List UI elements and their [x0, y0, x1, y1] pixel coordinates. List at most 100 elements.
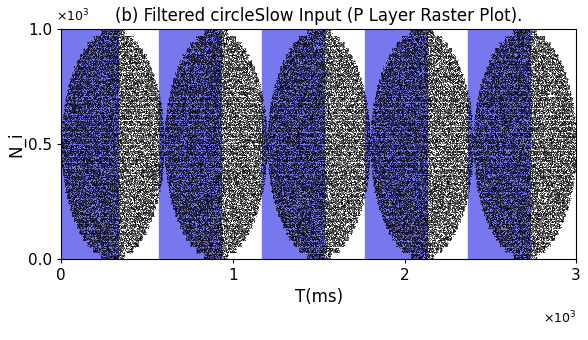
Point — [235, 169, 245, 175]
Point — [314, 71, 323, 77]
Point — [433, 204, 443, 209]
Point — [420, 98, 430, 103]
Point — [296, 185, 305, 190]
Point — [242, 182, 252, 187]
Point — [546, 103, 555, 108]
Point — [238, 163, 248, 168]
Point — [317, 136, 326, 141]
Point — [536, 236, 546, 241]
Point — [226, 157, 236, 163]
Point — [486, 156, 495, 161]
Point — [129, 66, 138, 72]
Point — [449, 214, 458, 219]
Point — [69, 203, 79, 208]
Point — [203, 32, 212, 37]
Point — [118, 157, 128, 163]
Point — [393, 49, 402, 54]
Point — [405, 172, 415, 177]
Point — [382, 200, 392, 205]
Point — [518, 171, 527, 176]
Point — [102, 70, 112, 76]
Point — [500, 39, 510, 45]
Point — [198, 153, 208, 158]
Point — [389, 183, 399, 189]
Point — [333, 79, 342, 84]
Point — [529, 158, 538, 163]
Point — [487, 85, 497, 90]
Point — [392, 175, 402, 181]
Point — [446, 156, 455, 161]
Point — [177, 156, 186, 162]
Point — [449, 92, 459, 98]
Point — [334, 146, 343, 152]
Point — [110, 216, 119, 222]
Point — [395, 48, 404, 53]
Point — [567, 152, 576, 158]
Point — [455, 78, 464, 84]
Point — [506, 65, 516, 70]
Point — [536, 142, 545, 148]
Point — [509, 155, 518, 160]
Point — [186, 142, 195, 148]
Point — [223, 154, 232, 160]
Point — [426, 33, 436, 39]
Point — [225, 127, 235, 132]
Point — [102, 115, 112, 120]
Point — [235, 64, 245, 69]
Point — [138, 204, 147, 210]
Point — [436, 59, 445, 65]
Point — [348, 84, 357, 89]
Point — [524, 37, 534, 42]
Point — [414, 55, 423, 61]
Point — [566, 125, 575, 131]
Point — [522, 134, 531, 139]
Point — [310, 151, 320, 156]
Point — [207, 189, 216, 194]
Point — [102, 55, 111, 61]
Point — [121, 242, 130, 248]
Point — [427, 201, 436, 207]
Point — [121, 41, 130, 46]
Point — [389, 143, 398, 148]
Point — [414, 28, 423, 34]
Point — [549, 92, 558, 97]
Point — [86, 215, 96, 220]
Point — [325, 78, 335, 83]
Point — [407, 236, 417, 242]
Point — [209, 141, 218, 147]
Point — [90, 186, 99, 191]
Point — [443, 191, 453, 196]
Point — [316, 37, 326, 43]
Point — [290, 240, 300, 246]
Point — [407, 85, 417, 90]
Point — [223, 100, 233, 105]
Point — [493, 162, 503, 168]
Point — [179, 96, 189, 102]
Point — [532, 200, 542, 205]
Point — [119, 144, 128, 150]
Point — [385, 146, 395, 151]
Point — [133, 48, 142, 54]
Point — [296, 108, 306, 113]
Point — [537, 57, 547, 63]
Point — [202, 94, 212, 99]
Point — [522, 203, 532, 208]
Point — [196, 61, 206, 66]
Point — [223, 177, 233, 183]
Point — [525, 203, 534, 208]
Point — [447, 206, 457, 211]
Point — [89, 148, 98, 153]
Point — [554, 192, 564, 198]
Point — [223, 87, 233, 93]
Point — [177, 217, 186, 222]
Point — [81, 69, 90, 75]
Point — [538, 235, 547, 240]
Point — [304, 178, 313, 184]
Point — [326, 186, 335, 192]
Point — [222, 202, 232, 208]
Point — [376, 191, 386, 197]
Point — [275, 206, 284, 211]
Point — [465, 140, 474, 146]
Point — [338, 164, 347, 169]
Point — [108, 245, 117, 251]
